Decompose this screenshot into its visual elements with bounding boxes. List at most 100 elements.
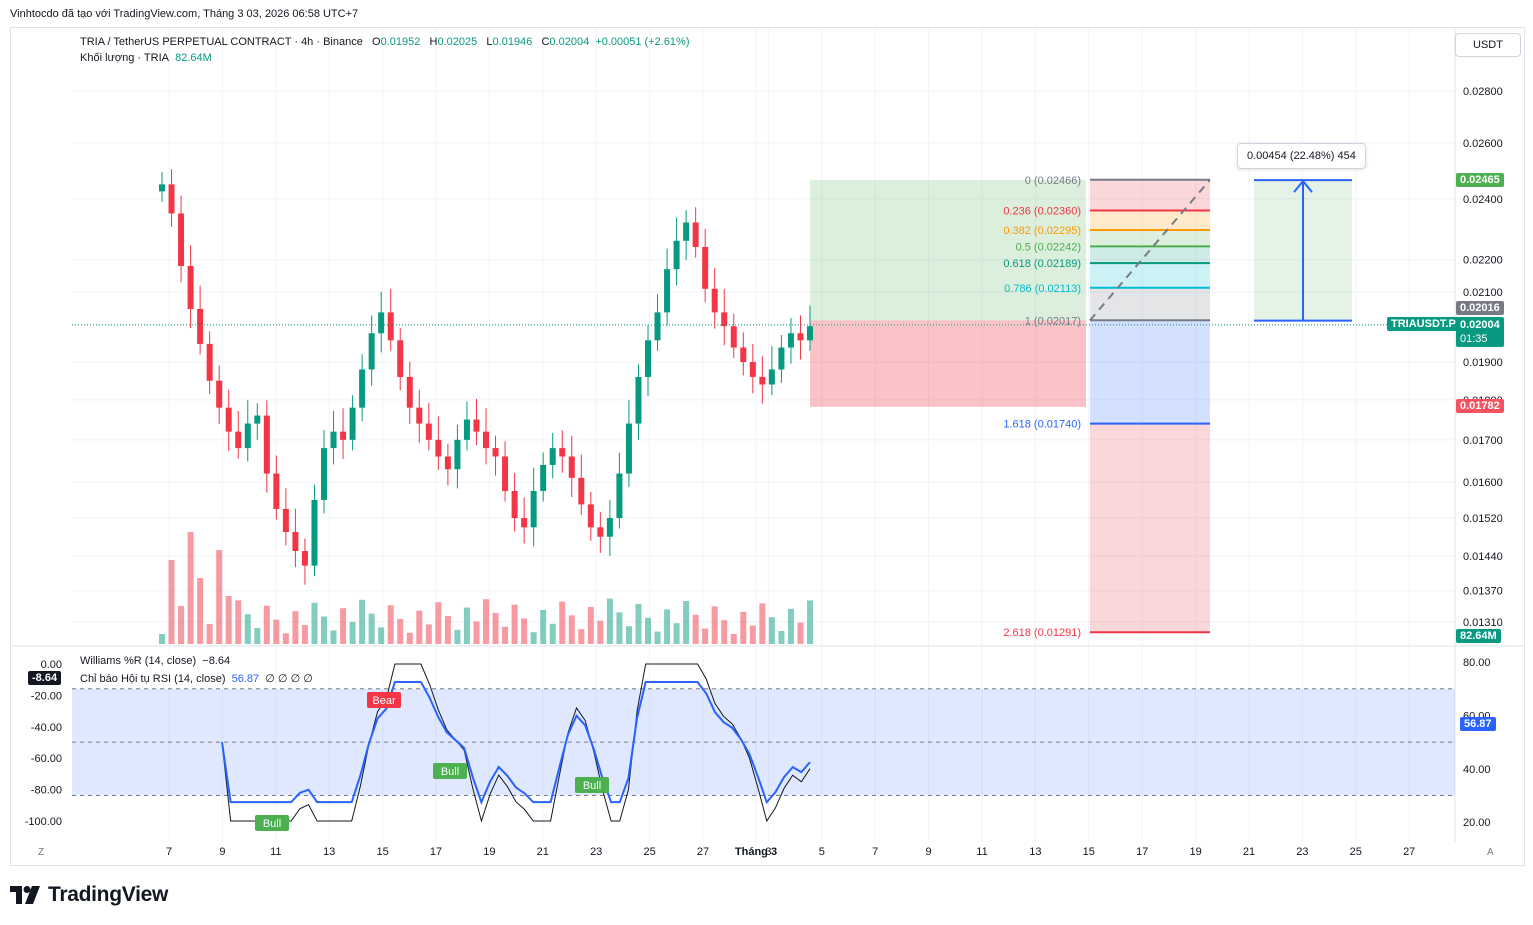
williams-tick-label: -80.00: [31, 785, 62, 797]
fib-trend-line: [1089, 179, 1211, 321]
volume-bar: [292, 611, 299, 644]
candle-body: [606, 518, 613, 537]
candle-body: [759, 376, 766, 385]
time-tick-label: 5: [819, 846, 825, 858]
fib-zone: [1090, 287, 1210, 321]
candle-body: [730, 326, 737, 348]
volume-bar: [311, 602, 318, 644]
candle-body: [721, 312, 728, 327]
candle-body: [368, 333, 375, 370]
candle-body: [321, 448, 327, 500]
volume-bar: [702, 628, 709, 644]
currency-button[interactable]: USDT: [1455, 33, 1521, 57]
volume-bar: [406, 632, 413, 644]
ref-price-tag: 0.02016: [1456, 301, 1504, 315]
candle-body: [349, 407, 356, 440]
time-tick-label: 3: [765, 846, 771, 858]
candle-body: [254, 415, 261, 424]
time-tick-label: 13: [1029, 846, 1041, 858]
candle-body: [225, 407, 232, 432]
fib-label: 0.5 (0.02242): [1016, 241, 1081, 253]
candle-body: [435, 439, 442, 457]
loss-zone: [810, 320, 1086, 407]
candle-body: [282, 508, 289, 532]
candle-body: [645, 340, 651, 377]
rsi-line: [221, 681, 811, 805]
candle-body: [807, 326, 813, 341]
candle-body: [616, 473, 623, 519]
time-axis: 7 9 11 13 15 17 19 21 23 25 27 Tháng 33 5 7 9 11 13 15 17 1…: [166, 846, 1415, 858]
rsi-tick-label: 80.00: [1463, 657, 1491, 669]
candle-body: [578, 477, 585, 505]
volume-bar: [597, 620, 604, 644]
volume-bar: [654, 631, 661, 644]
volume-bar: [683, 601, 690, 644]
time-tick-label: 7: [872, 846, 878, 858]
candle-body: [311, 499, 318, 566]
candle-body: [778, 347, 785, 370]
candle-body: [301, 551, 308, 566]
candle-body: [692, 222, 699, 247]
volume-bar: [349, 622, 356, 644]
volume-bar: [368, 613, 375, 644]
volume-bar: [483, 599, 489, 644]
williams-tick-label: -100.00: [25, 816, 62, 828]
candle-body: [740, 347, 747, 363]
chart-caption: Vinhtocdo đã tạo với TradingView.com, Th…: [10, 8, 359, 20]
time-tick-label: 13: [323, 846, 335, 858]
time-tick-label: 19: [1189, 846, 1201, 858]
volume-bar: [807, 600, 813, 644]
price-tick-label: 0.01520: [1463, 513, 1503, 525]
williams-tick-label: -60.00: [31, 753, 62, 765]
high-value: 0.02025: [437, 36, 478, 48]
volume-bar: [463, 607, 470, 644]
volume-bar: [645, 617, 651, 644]
volume-bar: [664, 609, 671, 644]
time-tick-label: 9: [926, 846, 932, 858]
candle-body: [387, 312, 394, 341]
volume-bar: [730, 634, 737, 644]
candle-body: [187, 265, 194, 309]
divergence-tag: [255, 815, 289, 831]
time-tick-label: 11: [976, 846, 987, 858]
volume-bar: [435, 602, 442, 644]
volume-bar: [263, 605, 270, 644]
volume-tag: 82.64M: [1456, 629, 1501, 643]
volume-bar: [721, 620, 728, 644]
volume-bar: [387, 605, 394, 644]
volume-bar: [797, 622, 804, 644]
candle-body: [206, 343, 213, 381]
brand-name: TradingView: [48, 883, 169, 906]
fib-label: 0.382 (0.02295): [1003, 225, 1081, 237]
volume-bar: [492, 613, 499, 644]
auto-scale-button[interactable]: A: [1487, 847, 1494, 858]
volume-bar: [378, 627, 385, 644]
close-label: C: [541, 36, 550, 48]
volume-bar: [473, 621, 480, 644]
log-scale-button[interactable]: Z: [38, 847, 45, 858]
candle-body: [625, 423, 632, 474]
volume-bar: [787, 608, 794, 644]
fib-label: 2.618 (0.01291): [1003, 627, 1081, 639]
fib-zone: [1090, 179, 1210, 211]
candle-body: [568, 456, 575, 478]
time-tick-label: Tháng 3: [735, 846, 777, 858]
candle-body: [540, 464, 547, 491]
volume-bar: [673, 623, 680, 644]
divergence-tag: [367, 692, 401, 708]
volume-bar: [244, 614, 251, 644]
divergence-tag: [433, 763, 467, 779]
volume-bar: [530, 632, 537, 644]
candle-body: [340, 431, 347, 440]
price-axis: 0.02800 0.02600 0.02400 0.02200 0.02100 0.019…: [1463, 86, 1503, 629]
time-tick-label: 17: [430, 846, 442, 858]
volume-bar: [340, 608, 347, 644]
price-tick-label: 0.01440: [1463, 551, 1503, 563]
fibonacci-fill-zones: [1090, 179, 1210, 633]
volume-bar: [502, 626, 509, 644]
time-tick-label: 11: [270, 846, 281, 858]
candle-body: [664, 269, 671, 313]
volume-value: 82.64M: [175, 52, 212, 64]
time-tick-label: 15: [376, 846, 388, 858]
